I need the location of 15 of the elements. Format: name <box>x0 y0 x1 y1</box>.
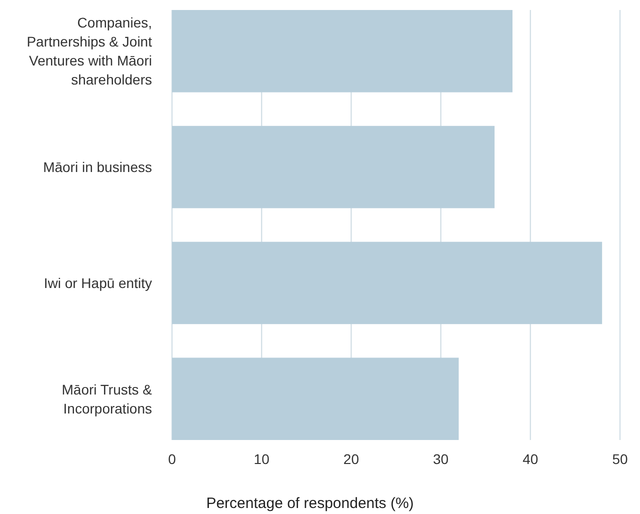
y-tick-label: Iwi or Hapū entity <box>44 274 152 291</box>
x-tick-label: 30 <box>433 451 449 467</box>
x-tick-label: 20 <box>343 451 360 467</box>
y-tick-label: Māori Trusts & Incorporations <box>62 381 153 416</box>
x-tick-label: 0 <box>168 451 176 467</box>
bar <box>172 358 459 440</box>
bar <box>172 242 602 324</box>
y-tick-label: Māori in business <box>43 159 152 176</box>
y-tick-label: Companies, Partnerships & Joint Ventures with Māori shareholders <box>26 14 152 88</box>
x-axis-title: Percentage of respondents (%) <box>206 495 414 512</box>
bar <box>172 10 512 92</box>
x-tick-label: 40 <box>522 451 538 467</box>
bar <box>172 126 495 208</box>
x-tick-label: 10 <box>254 451 270 467</box>
x-tick-label: 50 <box>612 451 628 467</box>
